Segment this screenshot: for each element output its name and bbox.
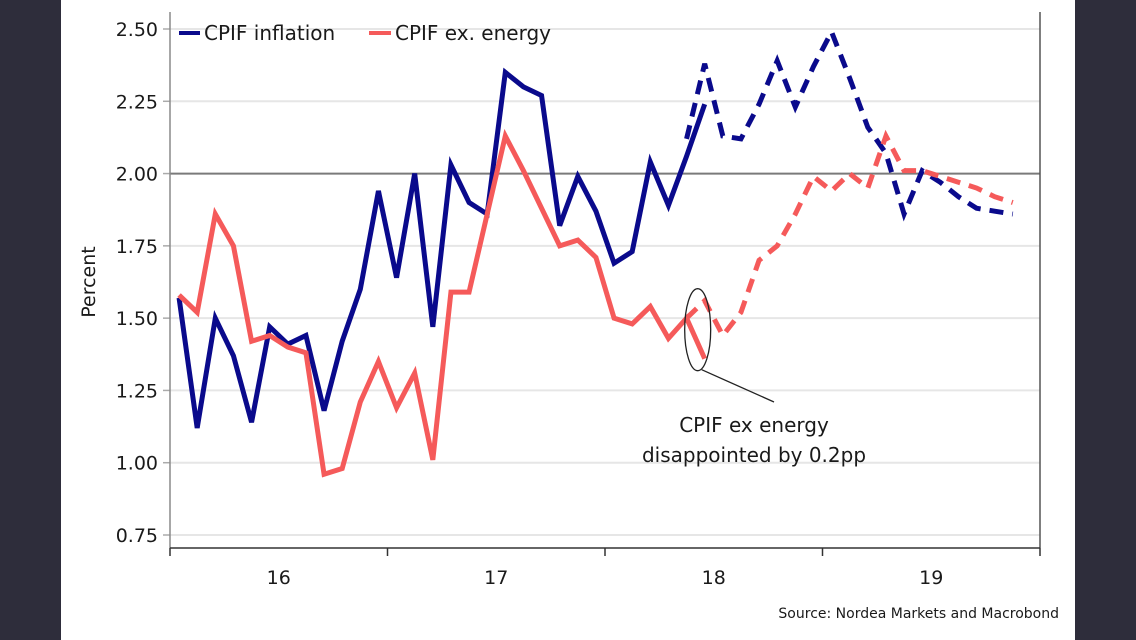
annotation: CPIF ex energy disappointed by 0.2pp: [642, 288, 866, 467]
x-tick-label: 19: [919, 567, 943, 589]
annotation-ellipse: [684, 288, 712, 372]
annotation-text-line-1: CPIF ex energy: [679, 413, 829, 437]
series-line-cpif-inflation-forecast: [684, 25, 1014, 222]
y-tick-label: 1.25: [116, 380, 158, 402]
y-tick-label: 1.00: [116, 453, 158, 475]
source-note: Source: Nordea Markets and Macrobond: [778, 606, 1059, 622]
annotation-text-line-2: disappointed by 0.2pp: [642, 443, 866, 467]
chart: 0.751.001.251.501.752.002.252.50 16 17 18 1…: [78, 12, 1059, 622]
y-tick-label: 2.00: [116, 164, 158, 186]
series-group: [176, 25, 1014, 478]
annotation-leader-line: [701, 369, 775, 403]
y-tick-label: 1.75: [116, 236, 158, 258]
x-tick-label: 18: [702, 567, 726, 589]
y-tick-label: 1.50: [116, 308, 158, 330]
legend-label-cpif-inflation: CPIF inflation: [204, 21, 335, 45]
legend: CPIF inflation CPIF ex. energy: [179, 21, 551, 45]
series-line-cpif-ex-energy: [177, 128, 707, 478]
y-axis: 0.75 1.00 1.25 1.50 1.75 2.00 2.25 2.50: [116, 19, 170, 547]
chart-frame: 0.75 1.00 1.25 1.50 1.75 2.00 2.25 2.50 16 17 18 1…: [61, 0, 1075, 640]
legend-label-cpif-ex-energy: CPIF ex. energy: [395, 21, 551, 45]
x-axis: 16 17 18 19: [169, 548, 1041, 589]
y-tick-label: 2.50: [116, 19, 158, 41]
y-tick-label: 2.25: [116, 91, 158, 113]
y-tick-label: 0.75: [116, 525, 158, 547]
x-tick-label: 17: [484, 567, 508, 589]
series-line-cpif-ex-energy-forecast: [684, 129, 1014, 341]
x-tick-label: 16: [267, 567, 291, 589]
plot-border: [169, 12, 1041, 549]
gridlines: [170, 28, 1040, 536]
y-axis-title: Percent: [78, 246, 100, 318]
series-line-cpif-inflation: [176, 67, 708, 429]
